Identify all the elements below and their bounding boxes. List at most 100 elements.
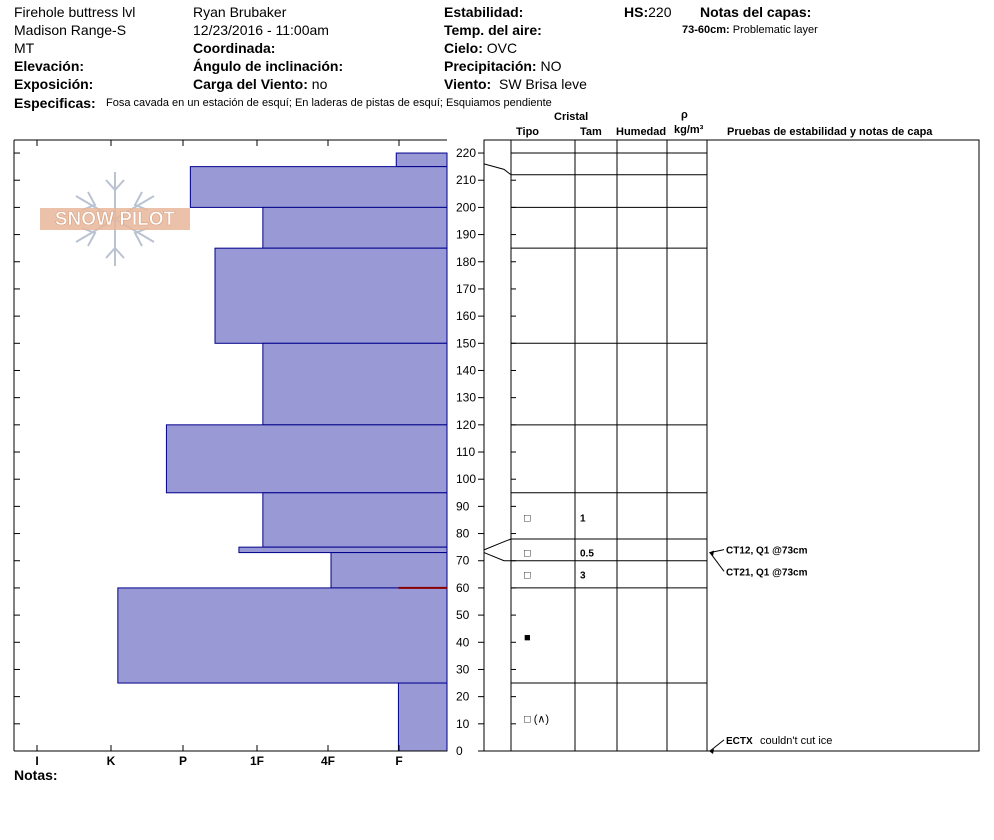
depth-tick-label: 180 <box>456 255 476 269</box>
layer-connector <box>483 163 512 176</box>
hardness-tick-label: 4F <box>321 754 335 768</box>
datetime: 12/23/2016 - 11:00am <box>193 22 329 38</box>
hardness-tick-label: I <box>35 754 38 768</box>
specifics-label: Especificas: <box>14 95 96 111</box>
depth-tick-label: 190 <box>456 228 476 242</box>
depth-tick-label: 200 <box>456 200 476 214</box>
air-temp-label: Temp. del aire: <box>444 22 542 38</box>
depth-tick-label: 0 <box>456 744 463 758</box>
notes-label: Notas: <box>14 767 58 783</box>
hardness-tick-label: 1F <box>250 754 264 768</box>
precip-label: Precipitación: <box>444 58 537 74</box>
location: Firehole buttress lvl <box>14 4 136 20</box>
depth-tick-label: 140 <box>456 363 476 377</box>
crystal-type-glyph: □ <box>524 512 531 524</box>
col-tests: Pruebas de estabilidad y notas de capa <box>727 126 933 138</box>
hardness-bar <box>189 166 448 208</box>
layer-note: 73-60cm: Problematic layer <box>682 24 818 37</box>
layer-table-frame <box>483 139 980 752</box>
col-density-unit: kg/m³ <box>674 124 704 136</box>
depth-tick-label: 160 <box>456 309 476 323</box>
test-label: ECTX <box>726 736 753 747</box>
depth-tick-label: 90 <box>456 499 470 513</box>
depth-tick-label: 10 <box>456 717 470 731</box>
depth-tick-label: 220 <box>456 146 476 160</box>
col-rho: ρ <box>681 109 688 121</box>
depth-tick-label: 60 <box>456 581 470 595</box>
depth-tick-label: 170 <box>456 282 476 296</box>
observer: Ryan Brubaker <box>193 4 287 20</box>
hs-value: 220 <box>648 4 672 20</box>
wind-value: SW Brisa leve <box>498 76 587 92</box>
wind-load-value: no <box>311 76 328 92</box>
depth-tick-label: 40 <box>456 635 470 649</box>
specifics-value: Fosa cavada en un estación de esquí; En … <box>106 97 552 109</box>
depth-tick-label: 130 <box>456 391 476 405</box>
stability-label: Estabilidad: <box>444 4 524 20</box>
test-arrowhead <box>709 749 714 754</box>
depth-tick-label: 120 <box>456 418 476 432</box>
hardness-bar <box>214 247 448 344</box>
depth-tick-label: 80 <box>456 527 470 541</box>
wind: Viento: SW Brisa leve <box>444 76 587 92</box>
depth-tick-label: 20 <box>456 690 470 704</box>
layer-note-text: Problematic layer <box>732 24 818 36</box>
hs: HS:220 <box>624 4 671 20</box>
state: MT <box>14 40 35 56</box>
slope-label: Ángulo de inclinación: <box>193 58 344 74</box>
layer-notes-label: Notas del capas: <box>700 4 812 20</box>
depth-tick-label: 150 <box>456 336 476 350</box>
crystal-type-glyph: □ <box>524 569 531 581</box>
hardness-bar <box>262 492 448 548</box>
col-type: Tipo <box>516 126 540 138</box>
crystal-type-glyph: ■ <box>524 632 531 644</box>
hardness-bar <box>117 587 448 684</box>
col-size: Tam <box>580 126 602 138</box>
col-crystal: Cristal <box>554 111 589 123</box>
depth-tick-label: 50 <box>456 608 470 622</box>
col-moisture: Humedad <box>616 126 667 138</box>
crystal-type-glyph: □ (∧) <box>524 713 549 725</box>
depth-tick-label: 70 <box>456 554 470 568</box>
depth-tick-label: 100 <box>456 472 476 486</box>
depth-tick-label: 210 <box>456 173 476 187</box>
sky-value: OVC <box>486 40 518 56</box>
logo-text: SNOW PILOT <box>55 209 176 230</box>
test-arrowhead <box>709 550 714 556</box>
precip: Precipitación: NO <box>444 58 561 74</box>
test-arrow <box>709 739 725 752</box>
hardness-bar <box>397 682 448 752</box>
hardness-bar <box>238 546 448 554</box>
depth-tick-label: 110 <box>456 445 475 459</box>
layer-connector <box>483 552 511 562</box>
layer-connector <box>483 538 512 551</box>
hardness-bar <box>330 552 448 589</box>
wind-label: Viento: <box>444 76 492 92</box>
crystal-size: 1 <box>580 513 586 524</box>
test-label: CT12, Q1 @73cm <box>726 546 808 557</box>
hardness-bar <box>262 342 448 426</box>
elevation-label: Elevación: <box>14 58 85 74</box>
crystal-type-glyph: □ <box>524 548 531 560</box>
wind-load-label: Carga del Viento: <box>193 76 308 92</box>
coord-label: Coordinada: <box>193 40 276 56</box>
precip-value: NO <box>540 58 562 74</box>
crystal-size: 0.5 <box>580 549 594 560</box>
layer-note-range: 73-60cm: <box>682 24 730 36</box>
wind-load: Carga del Viento: no <box>193 76 327 92</box>
logo-band <box>40 208 190 230</box>
range: Madison Range-S <box>14 22 127 38</box>
sky-label: Cielo: <box>444 40 483 56</box>
crystal-size: 3 <box>580 570 586 581</box>
hardness-tick-label: P <box>179 754 187 768</box>
hardness-tick-label: F <box>395 754 402 768</box>
hardness-bar <box>262 206 448 249</box>
hardness-tick-label: K <box>107 754 116 768</box>
sky: Cielo: OVC <box>444 40 517 56</box>
test-arrow <box>709 552 725 572</box>
test-label: CT21, Q1 @73cm <box>726 567 808 578</box>
hardness-bar <box>395 152 448 168</box>
hs-label: HS: <box>624 4 649 20</box>
test-note: couldn't cut ice <box>760 735 832 747</box>
